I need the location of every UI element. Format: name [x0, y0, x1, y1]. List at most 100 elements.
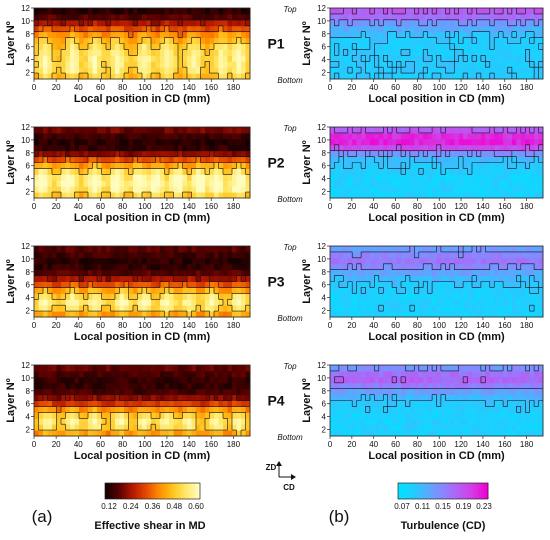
heat-cell [383, 192, 389, 199]
heat-cell [396, 67, 402, 74]
heat-cell [70, 73, 75, 80]
heat-cell [187, 73, 192, 80]
heat-cell [169, 269, 174, 277]
heat-cell [205, 61, 210, 68]
heat-cell [449, 412, 455, 419]
heat-cell [498, 311, 504, 318]
heat-cell [61, 257, 66, 265]
heat-cell [124, 406, 129, 413]
heat-cell [223, 370, 228, 378]
heat-cell [432, 406, 437, 413]
heat-cell [454, 299, 460, 306]
heat-cell [178, 43, 183, 50]
heat-cell [485, 37, 491, 44]
heat-cell [440, 257, 446, 265]
heat-cell [151, 376, 156, 384]
y-tick-label: 12 [21, 4, 30, 13]
heat-cell [115, 43, 120, 50]
colorbar-swatch [431, 483, 435, 499]
heat-cell [476, 269, 482, 277]
heat-cell [356, 31, 362, 39]
heat-cell [503, 305, 508, 312]
heat-cell [146, 162, 152, 169]
heat-cell [241, 299, 246, 306]
heat-cell [38, 31, 44, 39]
heat-cell [245, 31, 251, 39]
heat-cell [169, 127, 174, 134]
heat-cell [485, 73, 491, 80]
heat-cell [409, 13, 415, 21]
heat-cell [187, 275, 192, 282]
heat-cell [124, 132, 129, 140]
heat-cell [200, 365, 206, 372]
heat-cell [352, 186, 358, 193]
heat-cell [223, 382, 228, 390]
heat-cell [529, 406, 535, 413]
heat-cell [133, 293, 138, 300]
heat-cell [458, 370, 464, 378]
heat-cell [92, 388, 98, 396]
plot-frame [329, 7, 544, 80]
heat-cell [498, 138, 504, 146]
heat-cell [47, 37, 53, 44]
heat-cell [401, 418, 406, 425]
heat-cell [427, 174, 433, 181]
heat-cell [92, 49, 98, 56]
heat-cell [182, 418, 188, 425]
heat-cell [432, 8, 437, 15]
heat-cell [489, 180, 495, 187]
heat-cell [356, 150, 362, 158]
heat-cell [209, 61, 215, 68]
heat-cell [142, 49, 147, 56]
heat-cell [418, 132, 424, 140]
heat-cell [445, 73, 451, 80]
heat-cell [476, 49, 482, 56]
colorbar-swatch [121, 483, 125, 499]
heat-cell [365, 293, 371, 300]
heat-cell [489, 251, 495, 259]
heat-cell [525, 156, 531, 163]
heat-cell [472, 138, 477, 146]
heat-cell [392, 365, 398, 372]
row-label-p2: P2 [267, 155, 284, 171]
heat-cell [155, 19, 161, 27]
heat-cell [146, 25, 152, 33]
heat-cell [236, 168, 242, 175]
heat-cell [43, 281, 48, 288]
heat-cell [124, 150, 129, 158]
heat-cell [511, 305, 517, 312]
heat-cell [405, 412, 411, 419]
heat-cell [128, 37, 134, 44]
heat-cell [396, 150, 402, 158]
heat-cell [56, 180, 62, 187]
colorbar-swatch [109, 483, 113, 499]
colorbar-swatch [124, 483, 127, 499]
heat-cell [92, 8, 98, 15]
heat-cell [56, 257, 62, 265]
row-label-p4: P4 [267, 393, 284, 409]
heat-cell [232, 370, 237, 378]
heat-cell [445, 305, 451, 312]
heat-cell [387, 251, 393, 259]
heat-cell [330, 180, 335, 187]
heat-cell [494, 31, 500, 39]
heat-cell [485, 25, 491, 33]
heat-cell [369, 55, 375, 62]
heat-cell [227, 37, 233, 44]
heat-cell [214, 251, 219, 259]
heat-cell [169, 400, 174, 407]
heat-cell [200, 150, 206, 158]
heat-cell [489, 162, 495, 169]
heat-cell [529, 388, 535, 396]
heat-cell [423, 400, 429, 407]
heat-cell [361, 132, 366, 140]
heat-cell [133, 132, 138, 140]
y-tick-label: 4 [26, 294, 31, 303]
heat-cell [476, 305, 482, 312]
heat-cell [178, 251, 183, 259]
heat-cell [178, 400, 183, 407]
heat-cell [38, 43, 44, 50]
heat-cell [115, 138, 120, 146]
heat-cell [480, 382, 486, 390]
heat-cell [74, 192, 80, 199]
